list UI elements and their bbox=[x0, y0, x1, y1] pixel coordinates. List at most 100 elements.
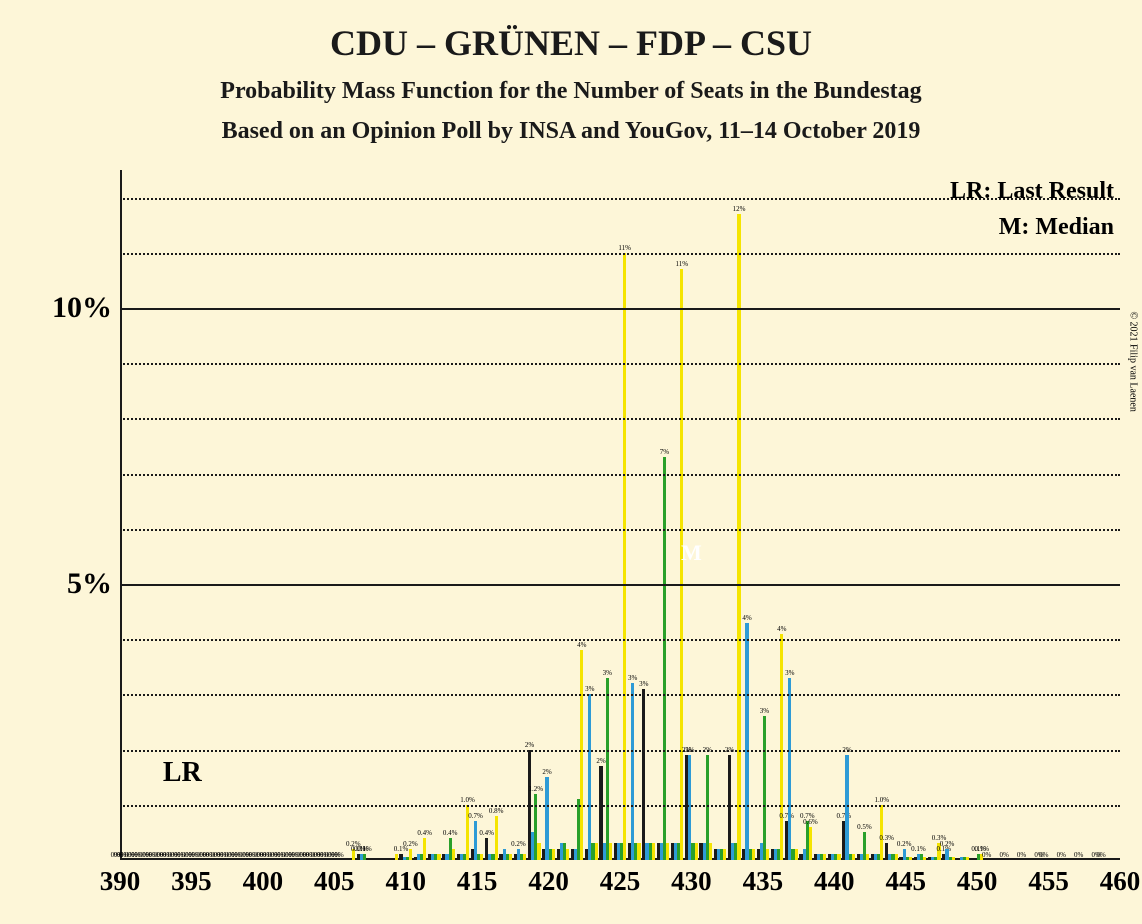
x-axis-tick-label: 445 bbox=[885, 860, 926, 897]
bar-label: 0% bbox=[1074, 851, 1083, 859]
bar-label: 0.4% bbox=[443, 829, 458, 837]
bar-yellow bbox=[709, 843, 712, 860]
x-axis-tick-label: 415 bbox=[457, 860, 498, 897]
bar-label: 0.8% bbox=[489, 807, 504, 815]
bar-label: 4% bbox=[777, 625, 786, 633]
bar-label: 4% bbox=[577, 641, 586, 649]
bar-green bbox=[663, 457, 666, 860]
bar-yellow bbox=[695, 843, 698, 860]
bar-green bbox=[763, 716, 766, 860]
bar-yellow bbox=[595, 843, 598, 860]
bar-yellow bbox=[666, 843, 669, 860]
bar-yellow bbox=[952, 857, 955, 860]
x-axis-tick-label: 420 bbox=[528, 860, 569, 897]
bar-label: 3% bbox=[639, 680, 648, 688]
x-axis-tick-label: 405 bbox=[314, 860, 355, 897]
bar-blue bbox=[845, 755, 848, 860]
bar-yellow bbox=[537, 843, 540, 860]
bar-yellow bbox=[866, 854, 869, 860]
bar-label: 0.7% bbox=[779, 812, 794, 820]
x-axis-tick-label: 435 bbox=[743, 860, 784, 897]
bar-label: 0% bbox=[334, 851, 343, 859]
bar-yellow bbox=[609, 843, 612, 860]
gridline-minor bbox=[120, 474, 1120, 476]
y-axis-tick-label: 5% bbox=[67, 567, 120, 601]
gridline-minor bbox=[120, 253, 1120, 255]
bar-label: 0% bbox=[1039, 851, 1048, 859]
bar-label: 3% bbox=[785, 669, 794, 677]
x-axis-tick-label: 430 bbox=[671, 860, 712, 897]
chart-subtitle-2: Based on an Opinion Poll by INSA and You… bbox=[0, 118, 1142, 145]
bar-label: 0% bbox=[982, 851, 991, 859]
bar-yellow bbox=[880, 805, 883, 860]
chart-subtitle-1: Probability Mass Function for the Number… bbox=[0, 78, 1142, 105]
bar-label: 1.0% bbox=[875, 796, 890, 804]
copyright-text: © 2021 Filip van Laenen bbox=[1127, 311, 1138, 411]
x-axis-tick-label: 410 bbox=[385, 860, 426, 897]
bar-label: 0.2% bbox=[511, 840, 526, 848]
x-axis-tick-label: 440 bbox=[814, 860, 855, 897]
gridline-minor bbox=[120, 805, 1120, 807]
bar-yellow bbox=[509, 854, 512, 860]
bar-label: 1.2% bbox=[529, 785, 544, 793]
gridline-minor bbox=[120, 639, 1120, 641]
bar-label: 0.7% bbox=[468, 812, 483, 820]
x-axis-tick-label: 425 bbox=[600, 860, 641, 897]
median-marker: M bbox=[681, 540, 702, 566]
bar-label: 0.5% bbox=[857, 823, 872, 831]
gridline-minor bbox=[120, 363, 1120, 365]
bars-layer: 0%0%0%0%0%0%0%0%0%0%0%0%0%0%0%0%0%0%0%0%… bbox=[120, 170, 1120, 860]
bar-label: 7% bbox=[660, 448, 669, 456]
bar-yellow bbox=[780, 634, 783, 860]
bar-label: 0% bbox=[1057, 851, 1066, 859]
chart-title: CDU – GRÜNEN – FDP – CSU bbox=[0, 22, 1142, 64]
gridline-minor bbox=[120, 529, 1120, 531]
bar-blue bbox=[588, 694, 591, 860]
bar-yellow bbox=[737, 214, 740, 860]
bar-label: 3% bbox=[603, 669, 612, 677]
chart-canvas: CDU – GRÜNEN – FDP – CSU Probability Mas… bbox=[0, 0, 1142, 924]
gridline-minor bbox=[120, 750, 1120, 752]
y-axis-tick-label: 10% bbox=[52, 291, 120, 325]
bar-yellow bbox=[437, 854, 440, 860]
bar-label: 3% bbox=[628, 674, 637, 682]
x-axis-tick-label: 450 bbox=[957, 860, 998, 897]
bar-black bbox=[642, 689, 645, 860]
bar-label: 0.1% bbox=[357, 845, 372, 853]
bar-yellow bbox=[580, 650, 583, 860]
bar-label: 3% bbox=[585, 685, 594, 693]
bar-label: 0.2% bbox=[940, 840, 955, 848]
bar-yellow bbox=[452, 849, 455, 860]
bar-yellow bbox=[495, 816, 498, 860]
bar-yellow bbox=[652, 843, 655, 860]
bar-label: 0.7% bbox=[837, 812, 852, 820]
bar-label: 4% bbox=[742, 614, 751, 622]
gridline-minor bbox=[120, 418, 1120, 420]
bar-blue bbox=[788, 678, 791, 860]
bar-yellow bbox=[809, 827, 812, 860]
bar-label: 0% bbox=[1096, 851, 1105, 859]
bar-label: 0.6% bbox=[803, 818, 818, 826]
bar-yellow bbox=[409, 849, 412, 860]
bar-label: 0.1% bbox=[911, 845, 926, 853]
gridline-minor bbox=[120, 198, 1120, 200]
bar-yellow bbox=[423, 838, 426, 860]
bar-label: 0.4% bbox=[417, 829, 432, 837]
legend-lr: LR: Last Result bbox=[950, 178, 1114, 205]
gridline-major bbox=[120, 308, 1120, 310]
bar-label: 11% bbox=[618, 244, 631, 252]
x-axis-tick-label: 390 bbox=[100, 860, 141, 897]
bar-label: 3% bbox=[760, 707, 769, 715]
bar-yellow bbox=[552, 849, 555, 860]
x-axis-tick-label: 460 bbox=[1100, 860, 1141, 897]
bar-green bbox=[606, 678, 609, 860]
bar-blue bbox=[545, 777, 548, 860]
bar-label: 0.4% bbox=[479, 829, 494, 837]
gridline-major bbox=[120, 584, 1120, 586]
bar-label: 0% bbox=[1017, 851, 1026, 859]
gridline-minor bbox=[120, 694, 1120, 696]
bar-blue bbox=[745, 623, 748, 860]
legend-m: M: Median bbox=[999, 214, 1114, 241]
bar-blue bbox=[631, 683, 634, 860]
x-axis-tick-label: 400 bbox=[243, 860, 284, 897]
